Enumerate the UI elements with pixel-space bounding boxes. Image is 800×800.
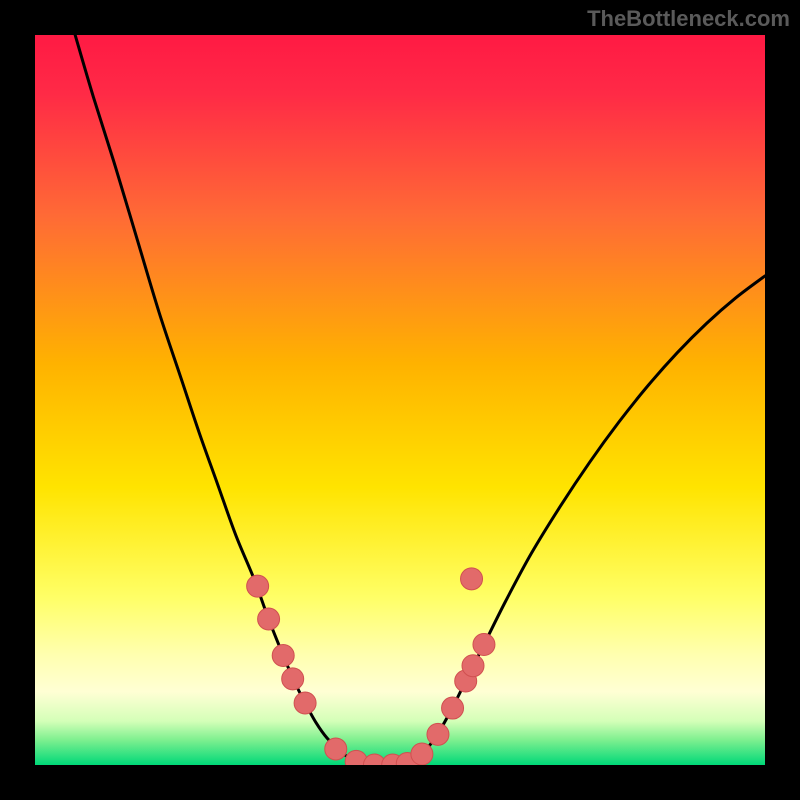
chart-container: TheBottleneck.com	[0, 0, 800, 800]
data-marker	[427, 723, 449, 745]
data-marker	[461, 568, 483, 590]
curve-layer	[35, 35, 765, 765]
data-marker	[462, 655, 484, 677]
watermark-text: TheBottleneck.com	[587, 6, 790, 32]
data-marker	[411, 743, 433, 765]
plot-area	[35, 35, 765, 765]
data-marker	[442, 697, 464, 719]
data-marker	[247, 575, 269, 597]
data-marker	[258, 608, 280, 630]
data-marker	[325, 738, 347, 760]
data-marker	[473, 634, 495, 656]
data-marker	[282, 668, 304, 690]
bottleneck-curve	[75, 35, 765, 765]
data-marker	[272, 645, 294, 667]
data-marker	[294, 692, 316, 714]
marker-group	[247, 568, 495, 765]
